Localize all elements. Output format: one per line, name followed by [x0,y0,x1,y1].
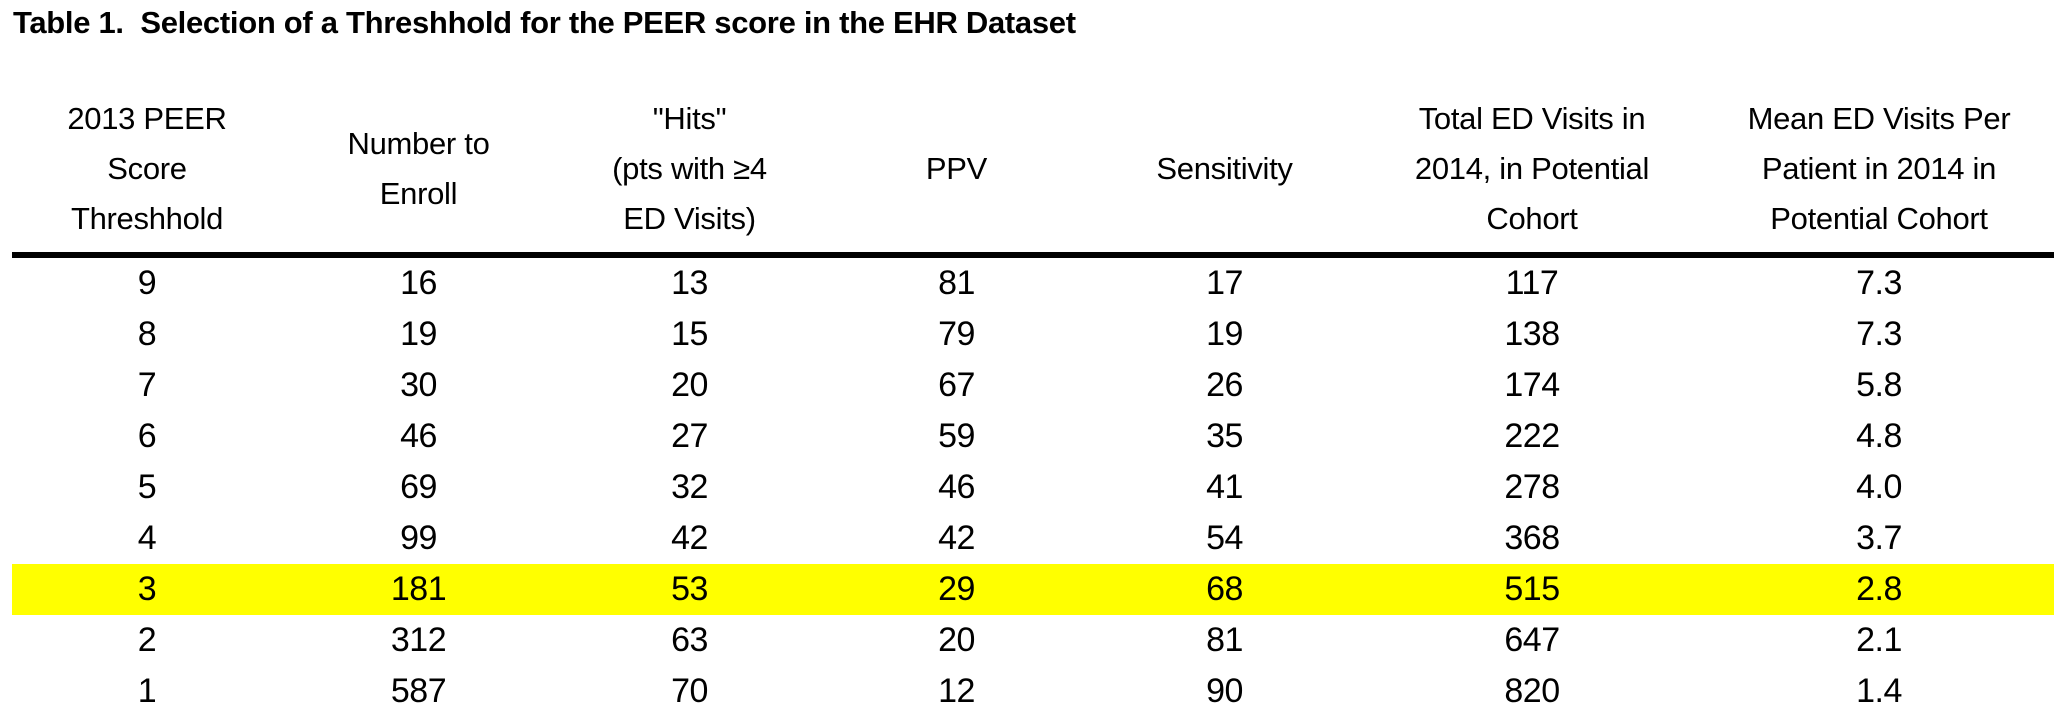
cell-sensitivity: 35 [1206,417,1243,455]
cell-mean-ed-visits: 4.0 [1856,468,1902,506]
cell-sensitivity: 90 [1206,672,1243,710]
cell-hits: 32 [671,468,708,506]
cell-threshhold: 4 [137,519,157,557]
cell-hits: 63 [671,621,708,659]
cell-threshhold: 1 [137,672,157,710]
cell-sensitivity: 81 [1206,621,1243,659]
header-row: 2013 PEER Score Threshhold Number to Enr… [12,86,2054,258]
cell-number-to-enroll: 69 [400,468,437,506]
cell-mean-ed-visits: 3.7 [1856,519,1902,557]
cell-number-to-enroll: 587 [390,672,447,710]
table-row: 5 69 32 46 41 278 4.0 [12,462,2054,513]
cell-ppv: 29 [824,564,1089,615]
cell-ppv: 59 [938,417,975,455]
cell-sensitivity: 54 [1206,519,1243,557]
cell-ppv: 20 [938,621,975,659]
cell-hits: 53 [555,564,824,615]
cell-total-ed-visits: 820 [1504,672,1560,710]
data-table: 2013 PEER Score Threshhold Number to Enr… [12,86,2054,717]
cell-ppv: 79 [938,315,975,353]
table-row: 6 46 27 59 35 222 4.8 [12,411,2054,462]
cell-sensitivity: 26 [1206,366,1243,404]
table-row: 4 99 42 42 54 368 3.7 [12,513,2054,564]
cell-hits: 27 [671,417,708,455]
table-row: 7 30 20 67 26 174 5.8 [12,360,2054,411]
cell-total-ed-visits: 222 [1504,417,1560,455]
cell-sensitivity: 19 [1206,315,1243,353]
table-title: Table 1. Selection of a Threshhold for t… [13,5,1076,40]
cell-number-to-enroll: 99 [400,519,437,557]
cell-hits: 20 [671,366,708,404]
cell-mean-ed-visits: 2.1 [1856,621,1902,659]
cell-sensitivity: 68 [1089,564,1360,615]
cell-total-ed-visits: 278 [1504,468,1560,506]
cell-ppv: 46 [938,468,975,506]
table-row: 1 587 70 12 90 820 1.4 [12,666,2054,717]
cell-threshhold: 8 [137,315,157,353]
cell-total-ed-visits: 515 [1360,564,1704,615]
cell-mean-ed-visits: 4.8 [1856,417,1902,455]
cell-number-to-enroll: 46 [400,417,437,455]
cell-number-to-enroll: 312 [390,621,447,659]
cell-total-ed-visits: 174 [1504,366,1560,404]
cell-total-ed-visits: 647 [1504,621,1560,659]
col-header-mean-ed-visits: Mean ED Visits Per Patient in 2014 in Po… [1704,86,2054,258]
cell-mean-ed-visits: 1.4 [1856,672,1902,710]
cell-hits: 70 [671,672,708,710]
cell-number-to-enroll: 19 [400,315,437,353]
table-row: 2 312 63 20 81 647 2.1 [12,615,2054,666]
cell-number-to-enroll: 30 [400,366,437,404]
col-header-number-to-enroll: Number to Enroll [282,86,555,258]
cell-mean-ed-visits: 7.3 [1856,315,1902,353]
cell-mean-ed-visits: 5.8 [1856,366,1902,404]
col-header-total-ed-visits: Total ED Visits in 2014, in Potential Co… [1360,86,1704,258]
cell-mean-ed-visits: 2.8 [1704,564,2054,615]
col-header-sensitivity: Sensitivity [1089,86,1360,258]
cell-hits: 42 [671,519,708,557]
cell-ppv: 67 [938,366,975,404]
cell-threshhold: 3 [12,564,282,615]
cell-threshhold: 9 [137,264,157,302]
col-header-peer-score-threshhold: 2013 PEER Score Threshhold [12,86,282,258]
table-row: 8 19 15 79 19 138 7.3 [12,309,2054,360]
cell-threshhold: 2 [137,621,157,659]
cell-ppv: 42 [938,519,975,557]
cell-threshhold: 5 [137,468,157,506]
cell-number-to-enroll: 16 [400,264,437,302]
cell-ppv: 81 [938,264,975,302]
cell-threshhold: 7 [137,366,157,404]
cell-hits: 13 [671,264,708,302]
cell-sensitivity: 17 [1206,264,1243,302]
cell-hits: 15 [671,315,708,353]
table-row-highlighted: 3 181 53 29 68 515 2.8 [12,564,2054,615]
col-header-ppv: PPV [824,86,1089,258]
cell-mean-ed-visits: 7.3 [1856,264,1902,302]
cell-number-to-enroll: 181 [282,564,555,615]
col-header-hits: "Hits" (pts with ≥4 ED Visits) [555,86,824,258]
cell-total-ed-visits: 138 [1504,315,1560,353]
cell-total-ed-visits: 368 [1504,519,1560,557]
cell-threshhold: 6 [137,417,157,455]
cell-total-ed-visits: 117 [1505,264,1559,302]
table-row: 9 16 13 81 17 117 7.3 [12,255,2054,309]
cell-sensitivity: 41 [1206,468,1243,506]
cell-ppv: 12 [938,672,975,710]
